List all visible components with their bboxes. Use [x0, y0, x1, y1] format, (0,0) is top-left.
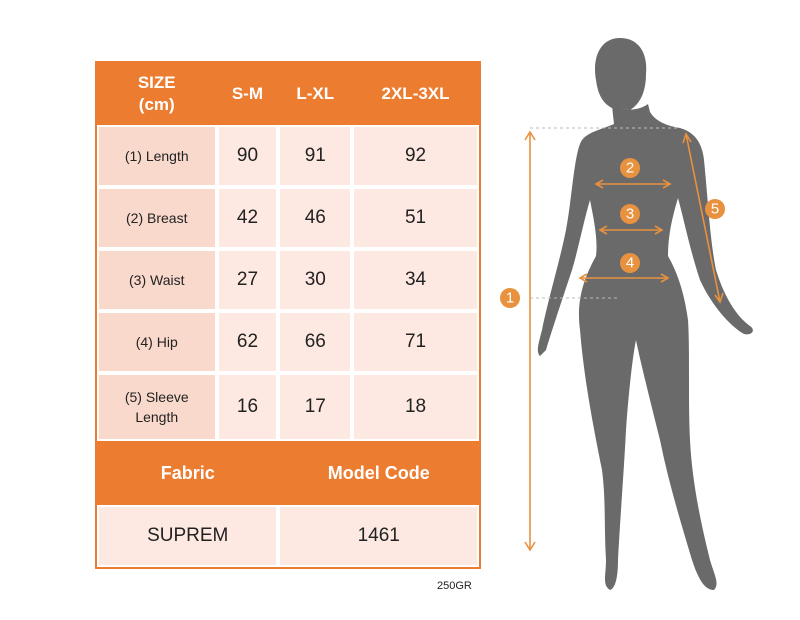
cell: 90: [216, 125, 279, 187]
row-label: (3) Waist: [97, 249, 217, 311]
measure-arrows: [524, 130, 724, 552]
silhouette: [537, 38, 753, 590]
marker-label: 5: [711, 201, 719, 218]
header-cell: L-XL: [278, 63, 353, 125]
arrow-head: [594, 179, 672, 189]
size-table: SIZE (cm) S-M L-XL 2XL-3XL (1) Length 90…: [95, 61, 481, 569]
footer-header-row: Fabric Model Code: [97, 441, 479, 505]
cell: 51: [352, 187, 479, 249]
cell: 17: [278, 373, 353, 441]
cell: 30: [278, 249, 353, 311]
cell: 16: [216, 373, 279, 441]
marker-label: 3: [626, 206, 634, 223]
size-row: (3) Waist 27 30 34: [97, 249, 479, 311]
size-row: (5) Sleeve Length 16 17 18: [97, 373, 479, 441]
marker-label: 1: [506, 290, 514, 307]
row-label: (2) Breast: [97, 187, 217, 249]
marker-circle: [500, 288, 520, 308]
marker-label: 4: [626, 255, 634, 272]
footer-header: Fabric: [97, 441, 279, 505]
cell: 62: [216, 311, 279, 373]
body: [537, 104, 753, 590]
row-label: (5) Sleeve Length: [97, 373, 217, 441]
cell: 27: [216, 249, 279, 311]
footer-header: Model Code: [278, 441, 479, 505]
marker-circle: [620, 158, 640, 178]
size-row: (2) Breast 42 46 51: [97, 187, 479, 249]
row-label: (1) Length: [97, 125, 217, 187]
markers: [500, 158, 725, 308]
cell: 46: [278, 187, 353, 249]
header-cell: SIZE (cm): [97, 63, 217, 125]
size-row: (4) Hip 62 66 71: [97, 311, 479, 373]
hair-head: [595, 38, 647, 110]
arrow-head: [682, 132, 724, 304]
cell: 18: [352, 373, 479, 441]
cell: 92: [352, 125, 479, 187]
marker-circle: [620, 204, 640, 224]
arrow-head: [524, 130, 536, 552]
marker-circle: [620, 253, 640, 273]
cell: 42: [216, 187, 279, 249]
row-label: (4) Hip: [97, 311, 217, 373]
header-cell: S-M: [216, 63, 279, 125]
silhouette-figure: 1 2 3 4 5: [500, 38, 753, 590]
arrow: [685, 133, 721, 303]
cell: 34: [352, 249, 479, 311]
marker-label: 2: [626, 160, 634, 177]
cell: 91: [278, 125, 353, 187]
arrow-head: [578, 273, 670, 283]
cell: 66: [278, 311, 353, 373]
size-row: (1) Length 90 91 92: [97, 125, 479, 187]
cell: 71: [352, 311, 479, 373]
footer-value: SUPREM: [97, 505, 279, 567]
arrow-head: [598, 225, 664, 235]
marker-circle: [705, 199, 725, 219]
footer-value: 1461: [278, 505, 479, 567]
header-row: SIZE (cm) S-M L-XL 2XL-3XL: [97, 63, 479, 125]
footer-value-row: SUPREM 1461: [97, 505, 479, 567]
header-cell: 2XL-3XL: [352, 63, 479, 125]
weight-label: 250GR: [437, 580, 472, 592]
